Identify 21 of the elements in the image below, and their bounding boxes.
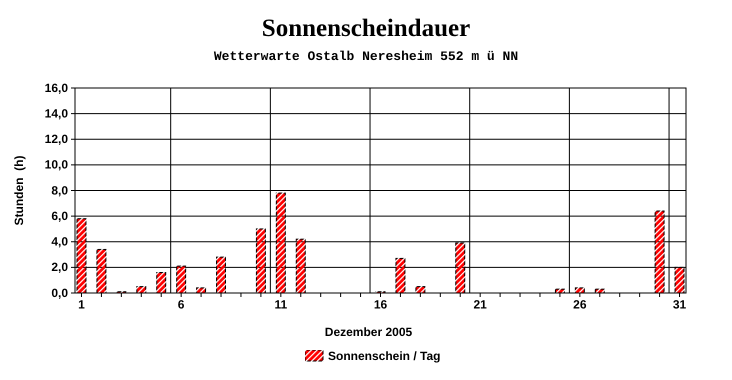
x-tick-label: 31 [672,298,687,312]
y-tick-label: 2,0 [51,260,68,274]
y-axis-title: Stunden (h) [12,156,26,226]
x-tick-label: 11 [274,298,288,312]
y-tick-label: 0,0 [51,286,68,300]
y-tick-label: 10,0 [44,158,68,172]
x-tick-label: 1 [78,298,86,312]
y-tick-label: 16,0 [44,80,68,95]
y-tick-label: 4,0 [51,234,68,249]
x-tick-label: 26 [573,298,587,312]
y-tick-label: 12,0 [44,132,68,146]
y-tick-label: 14,0 [44,106,68,120]
x-tick-label: 21 [473,298,488,312]
y-tick-label: 8,0 [51,183,68,198]
y-tick-label: 6,0 [51,208,68,223]
x-tick-label: 16 [374,298,388,312]
chart-title: Sonnenscheindauer [262,15,470,42]
x-tick-label: 6 [178,298,185,312]
chart-subtitle: Wetterwarte Ostalb Neresheim 552 m ü NN [214,49,518,64]
legend-label: Sonnenschein / Tag [328,349,440,363]
x-axis-title: Dezember 2005 [324,325,413,339]
